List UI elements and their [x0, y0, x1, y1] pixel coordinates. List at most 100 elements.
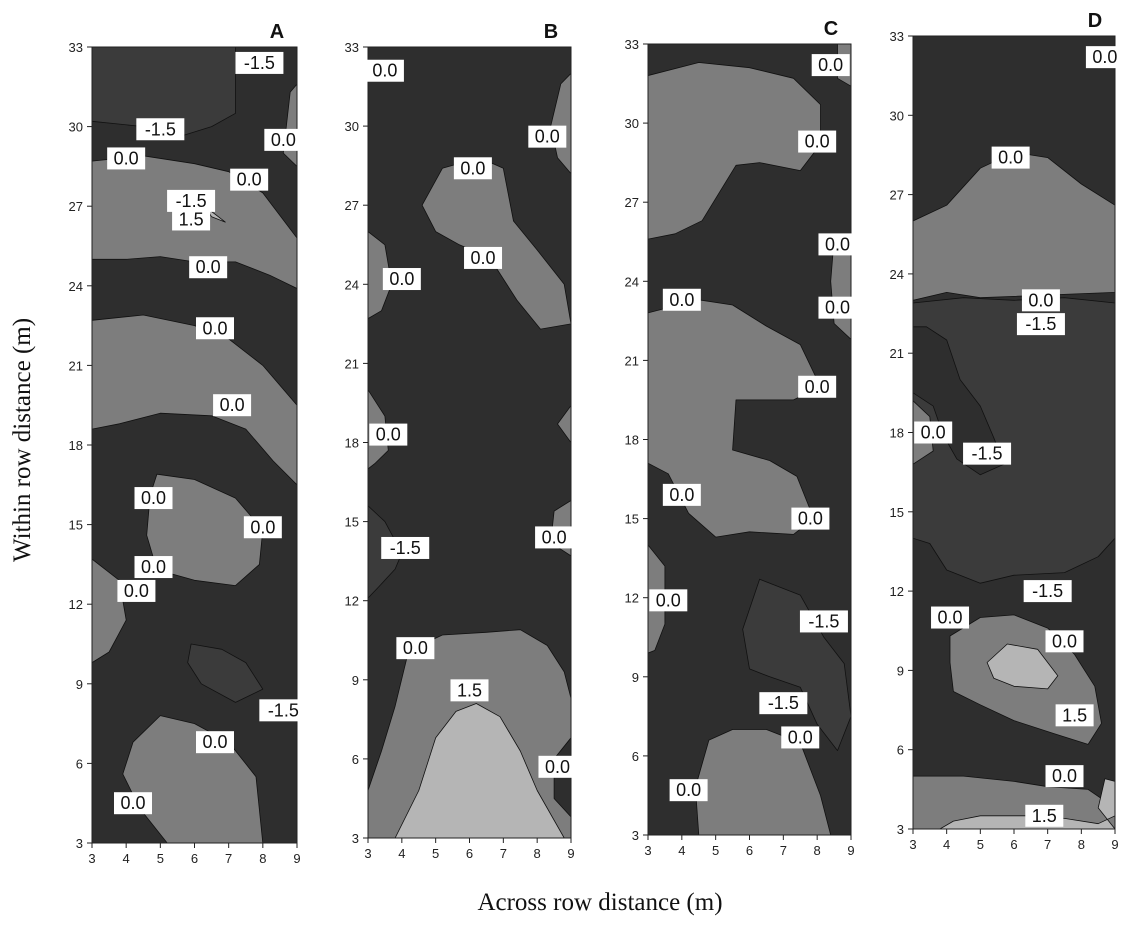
contour-label-box	[931, 606, 970, 629]
contour-label: 0.0	[453, 157, 492, 180]
contour-label-box	[134, 556, 173, 579]
y-tick-label: 30	[890, 108, 904, 123]
contour-label: 1.5	[172, 208, 211, 231]
x-tick-label: 6	[746, 843, 753, 858]
contour-label: -1.5	[1023, 580, 1072, 603]
contour-label: 1.5	[1025, 804, 1064, 827]
contour-label: 1.5	[450, 679, 489, 702]
y-tick-label: 24	[69, 279, 83, 294]
contour-label-box	[799, 610, 848, 633]
contour-label-box	[991, 146, 1030, 169]
contour-label-box	[1023, 580, 1072, 603]
contour-label: 0.0	[662, 483, 701, 506]
contour-label: 0.0	[365, 59, 404, 82]
contour-label: -1.5	[259, 699, 308, 722]
x-tick-label: 3	[364, 846, 371, 861]
contour-label: -1.5	[1016, 313, 1065, 336]
contour-region	[648, 62, 821, 240]
contour-label: 0.0	[114, 792, 152, 815]
contour-region	[648, 299, 821, 538]
contour-label-box	[781, 726, 820, 749]
x-tick-label: 8	[259, 851, 266, 866]
y-tick-label: 30	[625, 116, 639, 131]
contour-label: 0.0	[213, 394, 252, 417]
contour-label-box	[114, 792, 152, 815]
panels-group: 3 4 5 6 7 8 93691215182124273033A-1.5-1.50.00.…	[69, 10, 1122, 866]
contour-label-text: -1.5	[768, 693, 799, 713]
contour-label: 0.0	[1085, 46, 1122, 69]
x-tick-label: 6	[1010, 837, 1017, 852]
contour-label-text: 0.0	[542, 527, 567, 547]
contour-label-box	[196, 731, 234, 754]
contour-label: -1.5	[963, 442, 1012, 465]
x-tick-label: 5	[712, 843, 719, 858]
x-tick-label: 9	[1111, 837, 1118, 852]
contour-label-text: 0.0	[656, 590, 681, 610]
contour-label-text: 0.0	[114, 148, 139, 168]
contour-label-box	[213, 394, 252, 417]
contour-label-text: 0.0	[250, 517, 275, 537]
y-tick-label: 21	[69, 358, 83, 373]
contour-label: 0.0	[669, 779, 708, 802]
contour-label-text: 0.0	[921, 423, 946, 443]
contour-label: 0.0	[662, 288, 701, 311]
panel-letter: A	[270, 21, 284, 43]
contour-label-text: 0.0	[535, 127, 560, 147]
x-tick-label: 8	[814, 843, 821, 858]
contour-label: 0.0	[189, 256, 228, 279]
x-tick-label: 3	[644, 843, 651, 858]
contour-label-box	[259, 699, 308, 722]
contour-label-box	[798, 130, 837, 153]
contour-region	[146, 473, 264, 586]
contour-label-text: -1.5	[972, 444, 1003, 464]
contour-label: 0.0	[196, 731, 234, 754]
contour-label-box	[381, 536, 430, 559]
x-tick-label: 4	[943, 837, 950, 852]
contour-label-box	[914, 421, 953, 444]
y-tick-label: 3	[76, 836, 83, 851]
contour-label-text: 0.0	[998, 148, 1023, 168]
contour-label-box	[1045, 765, 1084, 788]
contour-label-box	[662, 288, 701, 311]
contour-label-text: 0.0	[271, 130, 296, 150]
x-axis-title: Across row distance (m)	[477, 889, 722, 916]
contour-region	[986, 643, 1059, 690]
contour-label-text: 0.0	[202, 732, 227, 752]
y-tick-label: 9	[76, 677, 83, 692]
contour-label-box	[818, 233, 857, 256]
contour-label-text: 0.0	[376, 425, 401, 445]
y-tick-label: 9	[897, 663, 904, 678]
contour-label-text: 0.0	[196, 257, 221, 277]
y-tick-label: 27	[890, 188, 904, 203]
contour-label-text: 0.0	[669, 485, 694, 505]
contour-label: 0.0	[781, 726, 820, 749]
y-tick-label: 15	[345, 515, 359, 530]
contour-label: 0.0	[134, 487, 173, 510]
contour-label-text: 0.0	[938, 608, 963, 628]
x-tick-label: 8	[1078, 837, 1085, 852]
panel-letter: D	[1088, 10, 1102, 32]
y-tick-label: 6	[632, 749, 639, 764]
x-tick-label: 6	[466, 846, 473, 861]
contour-label-text: 0.0	[805, 132, 830, 152]
contour-label-text: -1.5	[268, 700, 299, 720]
y-tick-label: 33	[890, 29, 904, 44]
x-tick-label: 3	[909, 837, 916, 852]
x-tick-label: 9	[293, 851, 300, 866]
x-tick-label: 9	[847, 843, 854, 858]
contour-label-text: 0.0	[818, 55, 843, 75]
contour-region	[695, 729, 832, 835]
contour-label-text: -1.5	[808, 611, 839, 631]
contour-label-box	[134, 487, 173, 510]
contour-label-box	[759, 692, 808, 715]
contour-label-text: 1.5	[179, 209, 204, 229]
y-tick-label: 6	[76, 756, 83, 771]
contour-regions	[913, 151, 1115, 829]
contour-label-text: 0.0	[141, 488, 166, 508]
y-tick-label: 33	[69, 40, 83, 55]
contour-label-box	[464, 246, 503, 269]
y-tick-label: 33	[345, 40, 359, 55]
y-tick-label: 30	[69, 120, 83, 135]
contour-label: 0.0	[196, 317, 234, 340]
contour-label-box	[382, 268, 421, 291]
